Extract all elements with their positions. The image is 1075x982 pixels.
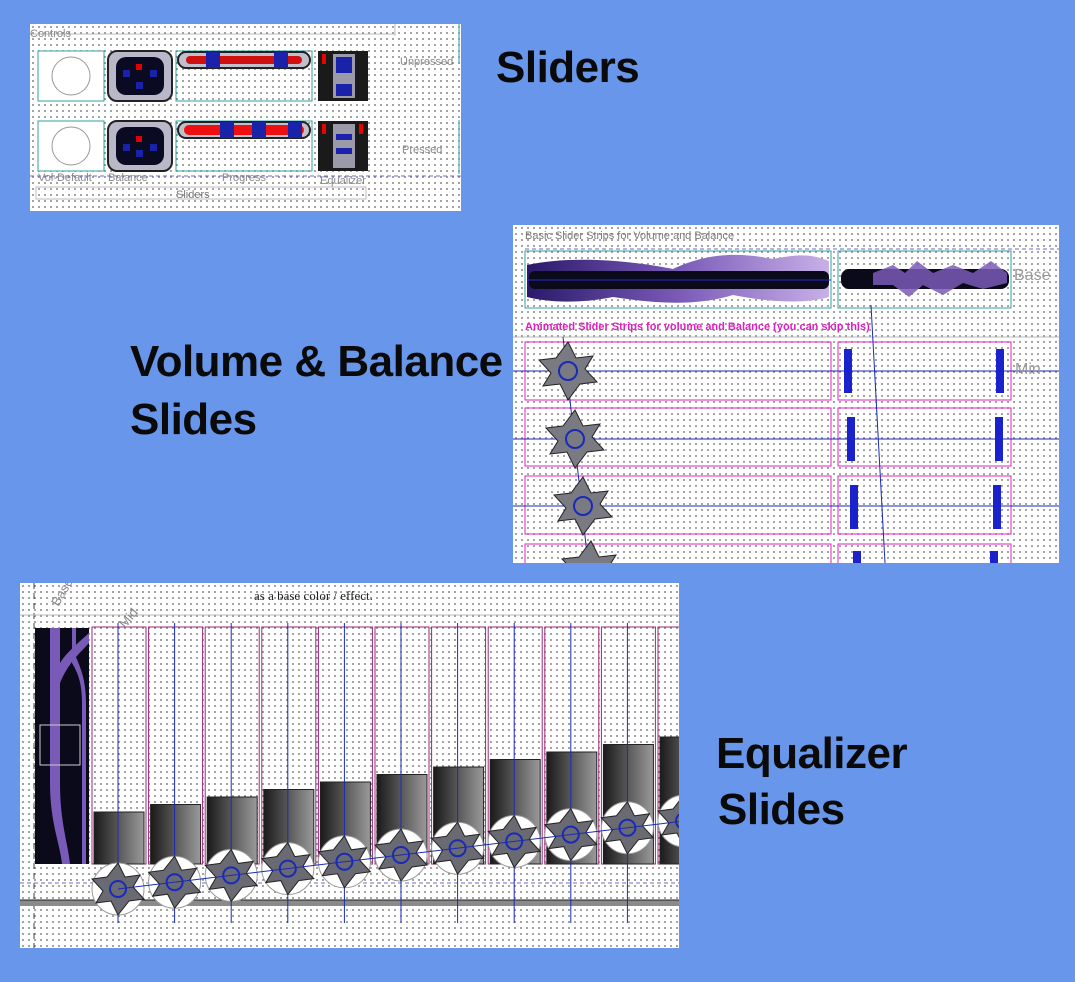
equalizer-knobs bbox=[90, 794, 679, 916]
equalizer-frame-1 bbox=[91, 623, 147, 923]
equalizer-frame-9 bbox=[544, 623, 600, 923]
volume-knob-frame-1 bbox=[537, 341, 599, 401]
equalizer-sheet bbox=[20, 583, 679, 948]
equalizer-frame-7 bbox=[431, 623, 487, 923]
volume-knob-frame-3 bbox=[552, 476, 614, 536]
vol-default-unpressed bbox=[37, 50, 105, 102]
column-label-progress: Progress bbox=[222, 172, 267, 184]
equalizer-caption-line1: Equalizer bbox=[716, 729, 908, 778]
vol-default-pressed bbox=[37, 120, 105, 172]
equalizer-panel: as a base color / effect. Base Mid bbox=[20, 583, 679, 948]
equalizer-frame-11 bbox=[657, 626, 679, 865]
controls-section-title: Controls bbox=[30, 28, 71, 40]
equalizer-knob-11 bbox=[656, 794, 679, 848]
volume-balance-caption-line2: Slides bbox=[130, 395, 257, 444]
column-label-balance: Balance bbox=[108, 172, 148, 184]
volume-knob-frame-2 bbox=[544, 409, 606, 469]
row-label-pressed: Pressed bbox=[402, 144, 443, 156]
equalizer-frame-8 bbox=[487, 623, 543, 923]
volume-balance-panel: Basic Slider Strips for Volume and Balan… bbox=[513, 225, 1059, 563]
volume-balance-sheet bbox=[513, 248, 1059, 563]
volume-balance-caption-line1: Volume & Balance bbox=[130, 337, 503, 386]
volume-knob-frame-4 bbox=[560, 540, 617, 563]
volume-min-label: Min bbox=[1015, 361, 1041, 378]
sliders-skin-sheet bbox=[30, 24, 461, 200]
equalizer-header-note: as a base color / effect. bbox=[254, 588, 373, 603]
row-label-unpressed: Unpressed bbox=[400, 56, 454, 68]
sliders-panel: Controls Unpressed Pressed Vol-Default B… bbox=[30, 24, 461, 211]
sliders-caption: Sliders bbox=[496, 43, 640, 92]
animated-strips-header: Animated Slider Strips for volume and Ba… bbox=[525, 321, 870, 333]
column-label-vol-default: Vol-Default bbox=[38, 172, 92, 184]
volume-base-label: Base bbox=[1014, 267, 1051, 284]
column-label-equalizer: Equalizer bbox=[320, 175, 366, 187]
balance-base-strip bbox=[837, 250, 1012, 309]
volume-panel-header: Basic Slider Strips for Volume and Balan… bbox=[525, 230, 735, 242]
equalizer-caption-line2: Slides bbox=[718, 785, 845, 834]
sliders-footer-label: Sliders bbox=[176, 189, 210, 201]
equalizer-frame-10 bbox=[600, 623, 656, 923]
